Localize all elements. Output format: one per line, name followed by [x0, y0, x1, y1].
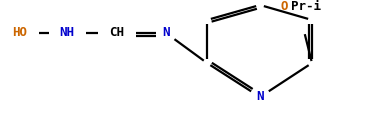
Text: HO: HO: [13, 26, 28, 40]
Text: NH: NH: [60, 26, 75, 40]
Text: Pr-i: Pr-i: [291, 0, 321, 14]
Text: N: N: [162, 26, 170, 40]
Text: O: O: [280, 0, 288, 14]
Text: CH: CH: [110, 26, 124, 40]
Text: N: N: [256, 90, 264, 104]
